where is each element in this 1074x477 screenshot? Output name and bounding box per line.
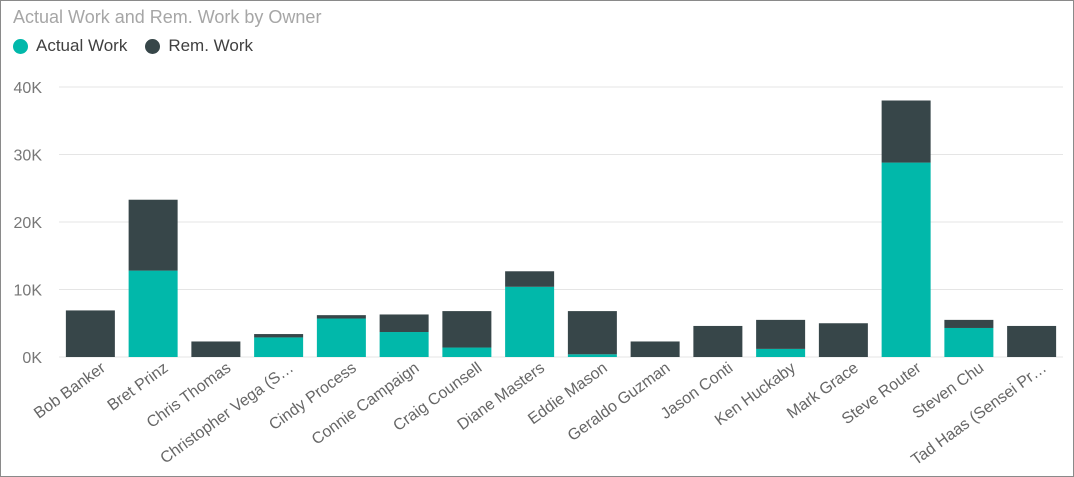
bar-rem-work[interactable] [630,341,680,357]
bar-rem-work[interactable] [1007,325,1057,357]
bar-actual-work[interactable] [881,162,931,357]
bar-actual-work[interactable] [254,337,304,357]
chart-title: Actual Work and Rem. Work by Owner [13,7,322,27]
bar-rem-work[interactable] [254,334,304,338]
bar-rem-work[interactable] [128,199,178,271]
x-category-label: Connie Campaign [309,359,423,448]
y-tick-label: 30K [14,148,43,165]
bar-actual-work[interactable] [316,318,366,357]
legend-label-actual-work: Actual Work [36,36,128,55]
bar-rem-work[interactable] [442,311,492,348]
bar-actual-work[interactable] [756,348,806,357]
bar-rem-work[interactable] [881,100,931,163]
bar-actual-work[interactable] [128,270,178,357]
bar-rem-work[interactable] [65,310,115,357]
bar-actual-work[interactable] [567,354,617,357]
bar-rem-work[interactable] [191,341,241,357]
bar-actual-work[interactable] [944,327,994,357]
legend-label-rem-work: Rem. Work [168,36,254,55]
legend-item-actual-work[interactable]: Actual Work [13,36,127,56]
bar-rem-work[interactable] [379,314,429,333]
x-category-label: Geraldo Guzman [565,359,674,444]
y-tick-label: 20K [14,215,43,232]
bar-rem-work[interactable] [944,319,994,328]
legend: Actual Work Rem. Work [13,36,271,56]
bar-actual-work[interactable] [379,332,429,357]
x-category-label: Bob Banker [31,359,109,422]
bar-rem-work[interactable] [567,311,617,355]
legend-marker-actual-work [13,38,28,54]
bar-rem-work[interactable] [818,323,868,357]
legend-marker-rem-work [145,38,161,54]
bar-actual-work[interactable] [505,286,555,357]
bar-rem-work[interactable] [316,315,366,319]
bar-rem-work[interactable] [693,325,743,357]
y-tick-label: 10K [14,283,43,300]
legend-item-rem-work[interactable]: Rem. Work [145,36,253,56]
bar-rem-work[interactable] [756,319,806,349]
bar-rem-work[interactable] [505,271,555,287]
bar-actual-work[interactable] [442,347,492,357]
y-tick-label: 40K [14,80,43,97]
y-tick-label: 0K [22,350,42,367]
